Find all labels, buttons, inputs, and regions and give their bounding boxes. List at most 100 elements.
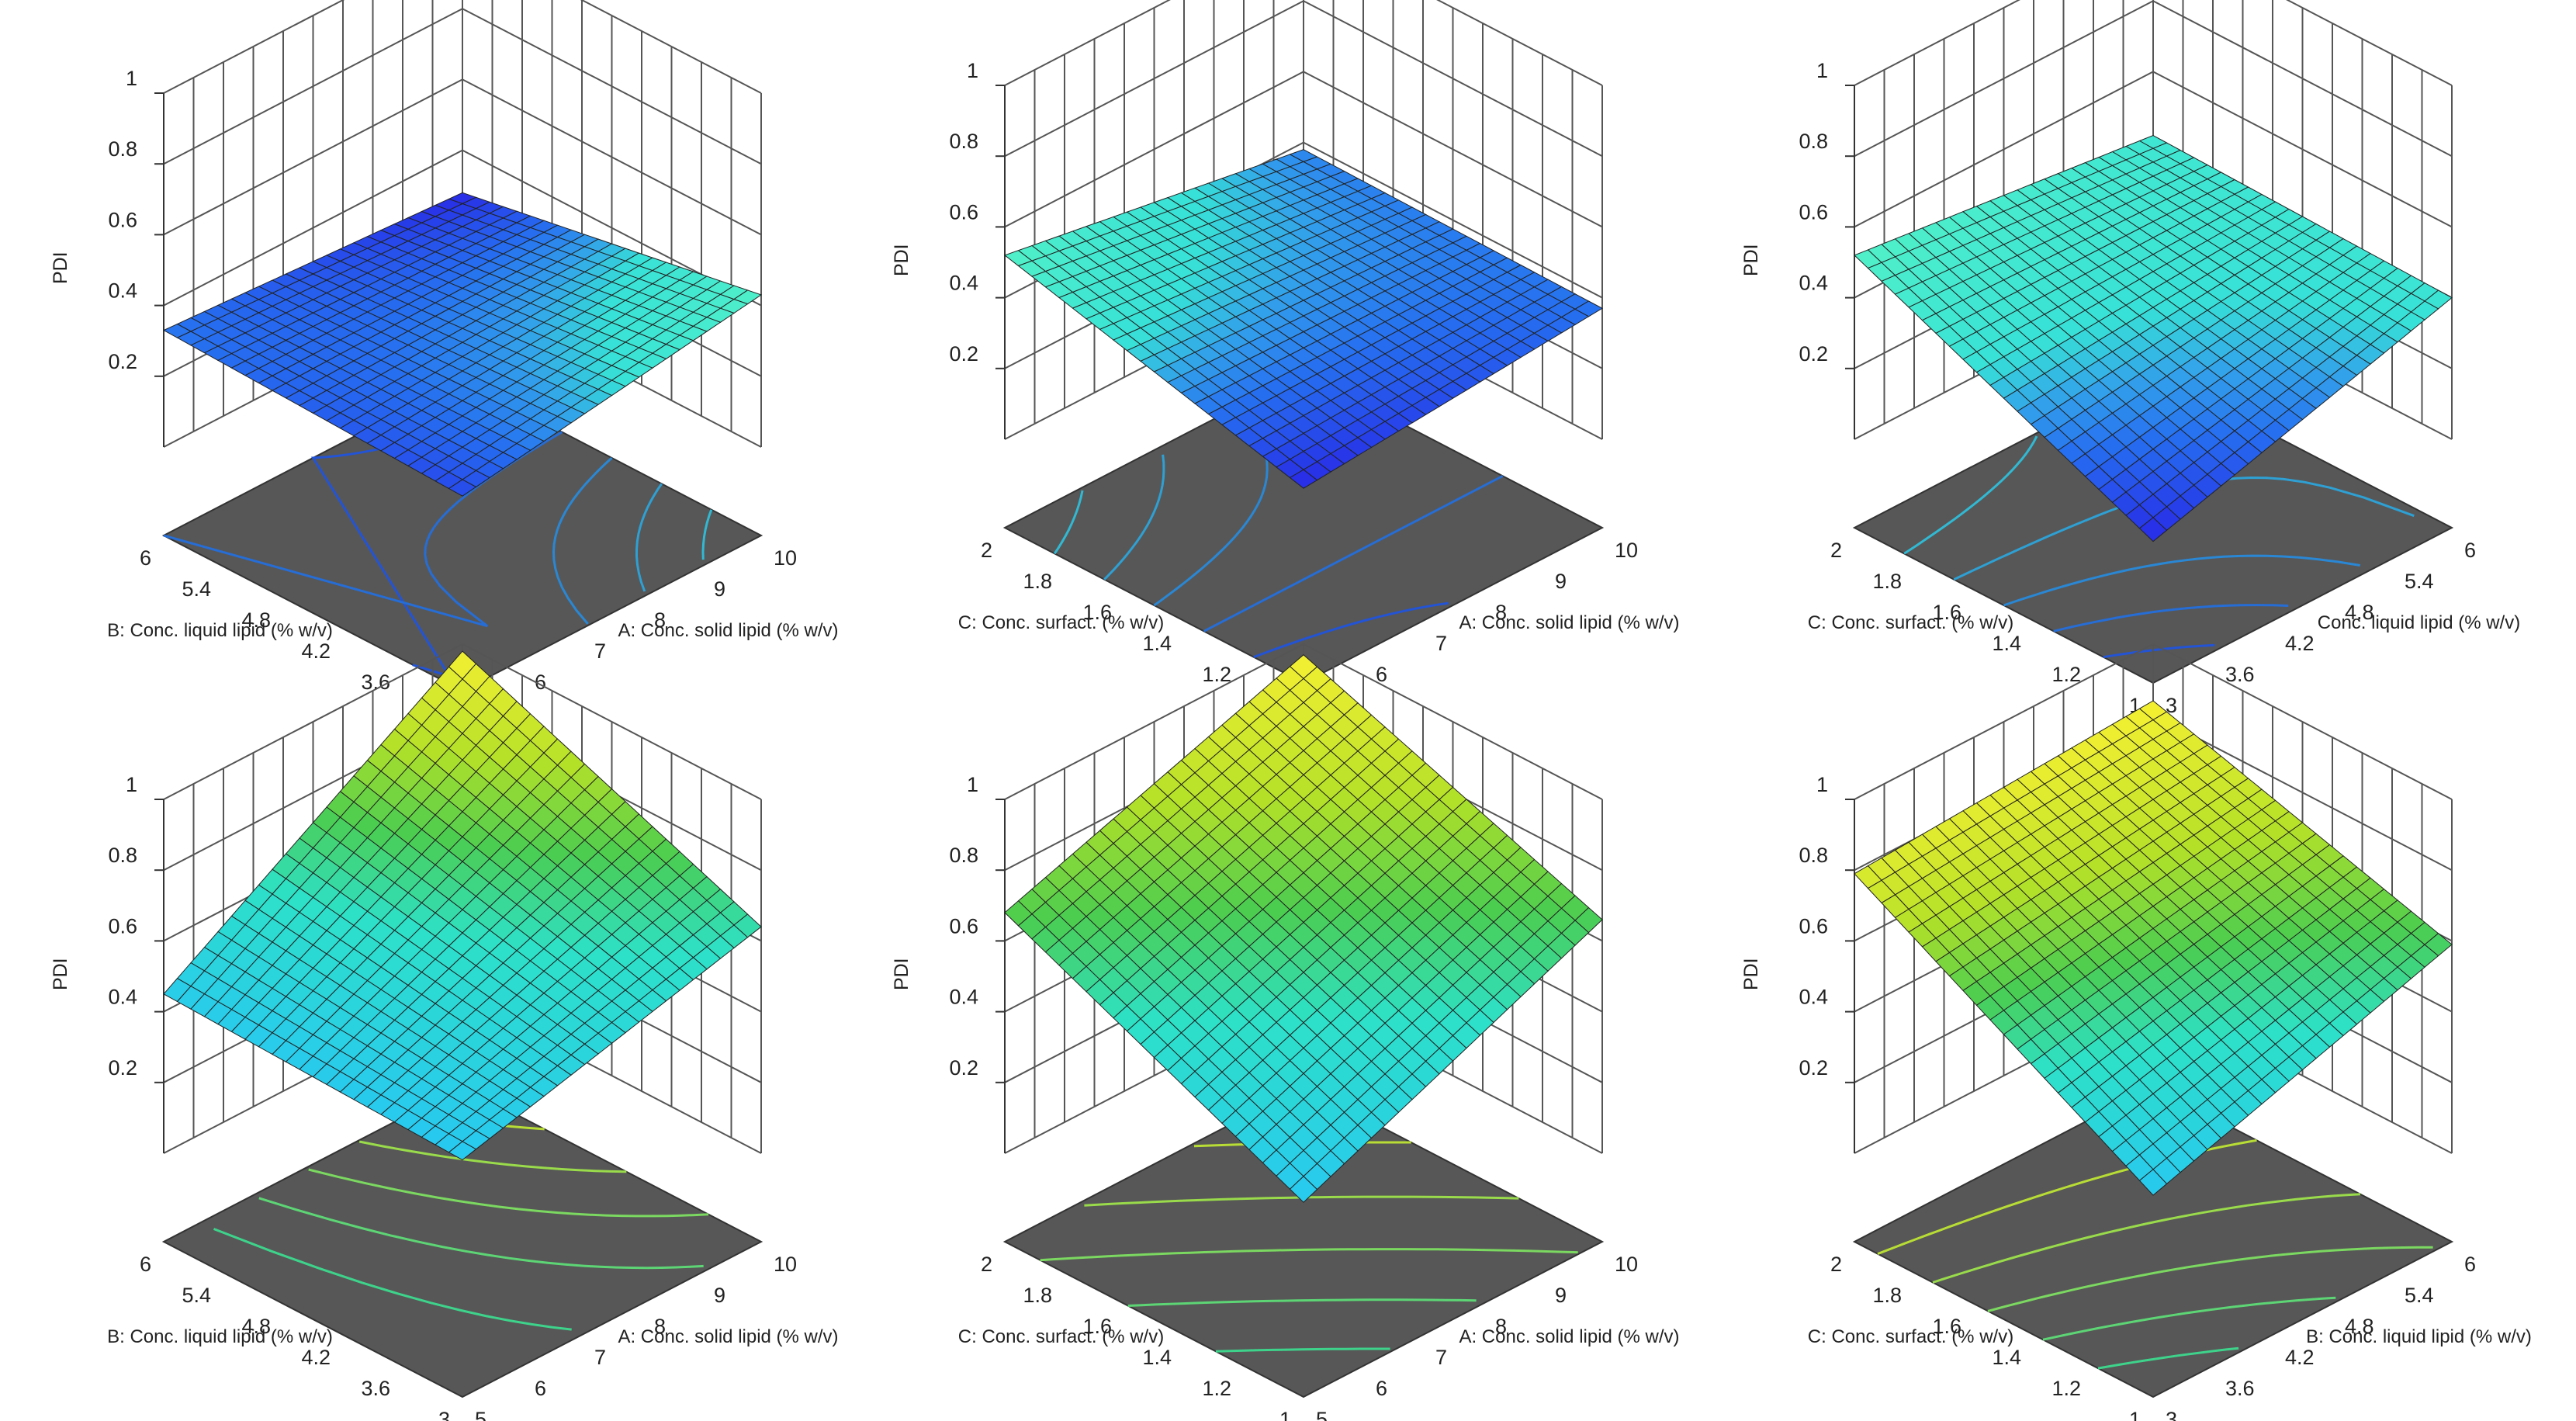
z-tick-label: 0.6: [1799, 914, 1828, 938]
x-tick-label: 5.4: [2405, 1284, 2434, 1307]
y-tick-label: 4.2: [301, 1346, 331, 1369]
wall-gridline: [1004, 0, 1603, 158]
wall-gridline: [1854, 643, 2453, 800]
contour-line: [1953, 476, 2415, 581]
z-tick-label: 0.8: [1799, 844, 1828, 867]
x-tick-label: 3.6: [2225, 663, 2255, 686]
z-tick-label: 0.6: [1799, 200, 1828, 224]
contour-line: [2103, 643, 2215, 659]
x-tick-label: 6: [535, 671, 546, 694]
y-tick-label: 1.6: [1932, 1315, 1961, 1338]
z-tick-label: 0.8: [949, 844, 978, 867]
y-tick-label: 1.8: [1023, 1284, 1052, 1307]
surface-cell: [1289, 1176, 1318, 1203]
contour-line: [1053, 490, 1084, 555]
y-tick-label: 1.8: [1872, 1284, 1902, 1307]
z-axis-label: PDI: [891, 244, 912, 276]
surface-panel-4: 0.2 0.4 0.6 0.8 1 PDI 5 6 7 8 9 10 3 3.6 4.2 4.8 5.4 6 A: …: [50, 643, 839, 1421]
surface-cell: [448, 1141, 477, 1161]
floor-contours: [1903, 435, 2415, 659]
x-tick-label: 5.4: [2405, 570, 2434, 593]
wall-gridline: [163, 78, 762, 236]
wall-gridline: [1854, 0, 2453, 158]
y-tick-label: 1.2: [2051, 1377, 2081, 1400]
y-tick-label: 1.6: [1082, 1315, 1112, 1338]
surface-panel-3: 0.20.40.60.81PDI33.64.24.85.4611.21.41.6…: [1740, 0, 2520, 717]
contour-line: [2097, 1346, 2239, 1370]
x-tick-label: 7: [1435, 1346, 1447, 1369]
contour-line: [1084, 1195, 1519, 1207]
surface-mesh: [1004, 654, 1603, 1203]
z-axis-label: PDI: [50, 958, 71, 990]
wall-gridline: [1004, 643, 1603, 800]
x-tick-label: 10: [1615, 1253, 1638, 1276]
x-tick-label: 10: [774, 546, 797, 570]
contour-line: [1903, 435, 2038, 555]
contour-line: [1127, 1298, 1477, 1307]
surface-panel-5: 0.2 0.4 0.6 0.8 1 PDI 5 6 7 8 9 10 1 1.2 1.4 1.6 1.8 2 A: …: [891, 643, 1680, 1421]
y-tick-label: 4.8: [241, 608, 271, 632]
z-tick-label: 0.4: [108, 279, 137, 303]
y-tick-label: 3: [438, 1408, 450, 1421]
y-tick-label: 2: [981, 539, 992, 562]
y-tick-label: 1.4: [1992, 1346, 2021, 1369]
surface-mesh: [1854, 700, 2453, 1196]
y-tick-label: 1.2: [2051, 663, 2081, 686]
wall-gridline: [1004, 0, 1603, 86]
z-tick-label: 0.8: [108, 137, 137, 161]
x-tick-label: 9: [714, 1284, 725, 1307]
floor-contours: [1053, 411, 1504, 659]
z-tick-label: 0.2: [949, 342, 978, 366]
x-tick-label: 4.2: [2285, 632, 2315, 655]
z-tick-label: 0.4: [949, 986, 978, 1009]
y-tick-label: 6: [140, 546, 151, 570]
x-tick-label: 9: [714, 577, 725, 601]
x-tick-label: 10: [1615, 539, 1638, 562]
y-axis-label: C: Conc. surfact. (% w/v): [1808, 612, 2013, 633]
y-tick-label: 4.2: [301, 639, 331, 663]
y-tick-label: 1.4: [1142, 632, 1172, 655]
contour-line: [358, 1140, 627, 1173]
z-tick-label: 0.8: [1799, 130, 1828, 153]
z-tick-label: 0.4: [108, 986, 137, 1009]
contour-line: [2042, 1296, 2336, 1341]
z-tick-label: 0.2: [108, 1056, 137, 1080]
z-tick-label: 0.2: [1799, 1056, 1828, 1080]
y-tick-label: 1.4: [1992, 632, 2021, 655]
contour-line: [1103, 454, 1165, 581]
z-tick-label: 0.6: [108, 914, 137, 938]
y-tick-label: 1: [1279, 1408, 1291, 1421]
y-axis-label: C: Conc. surfact. (% w/v): [1808, 1326, 2013, 1347]
z-tick-label: 1: [1816, 59, 1828, 82]
contour-line: [308, 1168, 709, 1218]
z-tick-label: 0.4: [1799, 986, 1828, 1009]
x-tick-label: 10: [774, 1253, 797, 1276]
surface-cell: [2138, 517, 2168, 542]
y-tick-label: 6: [140, 1253, 151, 1276]
x-tick-label: 8: [1495, 1315, 1507, 1338]
z-tick-label: 0.6: [949, 914, 978, 938]
surface-panel-6: 0.2 0.4 0.6 0.8 1 PDI 3 3.6 4.2 4.8 5.4 6 1 1.2 1.4 1.6…: [1740, 643, 2532, 1421]
y-axis-label: C: Conc. surfact. (% w/v): [958, 1326, 1164, 1347]
z-axis-label: PDI: [1740, 958, 1762, 990]
x-tick-label: 4.2: [2285, 1346, 2315, 1369]
z-tick-label: 1: [1816, 773, 1828, 796]
contour-line: [552, 456, 613, 625]
x-axis-label: B: Conc. liquid lipid (% w/v): [2306, 1326, 2532, 1347]
y-tick-label: 1.6: [1082, 601, 1112, 624]
z-tick-label: 0.6: [108, 208, 137, 231]
contour-line: [1153, 411, 1269, 607]
surface-panel-1: 0.20.40.60.81PDI567891033.64.24.85.46A: …: [50, 0, 839, 725]
z-tick-label: 0.8: [108, 844, 137, 867]
y-axis-label: B: Conc. liquid lipid (% w/v): [107, 620, 333, 641]
x-tick-label: 7: [594, 639, 606, 663]
surface-cell: [1289, 469, 1318, 489]
surface-cell: [448, 479, 477, 497]
x-tick-label: 3: [2166, 694, 2177, 717]
y-tick-label: 2: [1830, 539, 1842, 562]
y-tick-label: 1.8: [1872, 570, 1902, 593]
y-tick-label: 1.2: [1202, 663, 1231, 686]
surface-cell: [2138, 1169, 2168, 1196]
floor-contours: [213, 1112, 709, 1331]
